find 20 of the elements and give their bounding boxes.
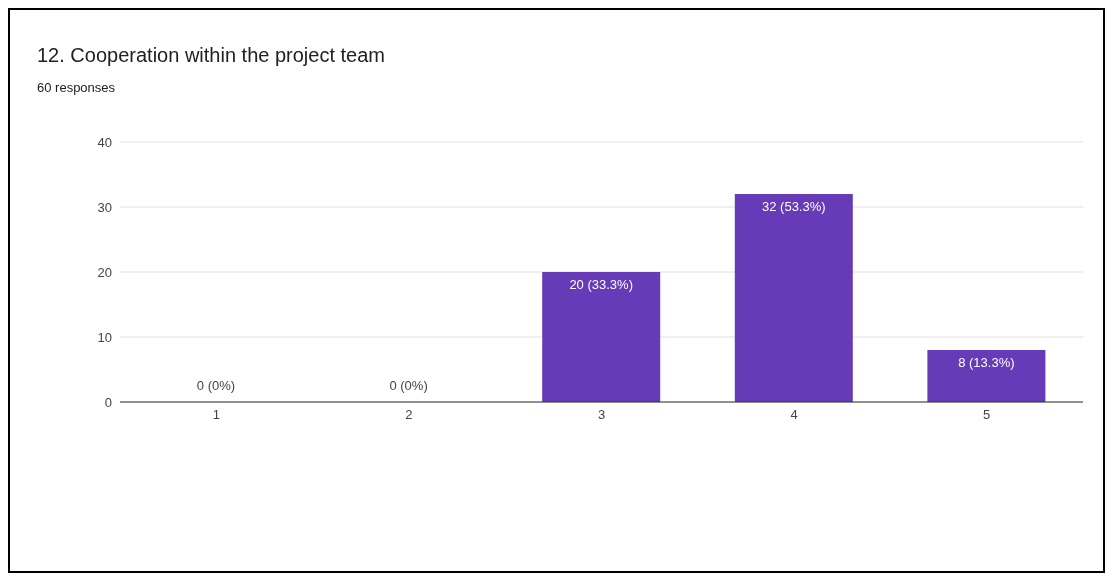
chart-title: 12. Cooperation within the project team xyxy=(37,44,385,67)
y-tick-label: 0 xyxy=(104,394,112,410)
bar xyxy=(927,350,1046,402)
chart-subtitle: 60 responses xyxy=(37,80,116,95)
y-tick-label: 30 xyxy=(97,199,112,215)
x-tick-label: 3 xyxy=(597,407,606,423)
y-tick-label: 10 xyxy=(97,329,112,345)
data-label: 8 (13.3%) xyxy=(958,355,1015,370)
x-tick-label: 2 xyxy=(405,407,413,423)
y-tick-label: 40 xyxy=(97,134,112,150)
x-tick-label: 5 xyxy=(983,407,991,423)
data-label: 20 (33.3%) xyxy=(569,277,633,292)
x-tick-label: 1 xyxy=(212,407,220,423)
data-label: 0 (0%) xyxy=(389,378,428,393)
data-label: 0 (0%) xyxy=(196,378,236,393)
bar xyxy=(542,272,661,402)
x-tick-label: 4 xyxy=(790,407,798,423)
data-label: 32 (53.3%) xyxy=(762,199,826,214)
bar xyxy=(734,194,853,402)
y-tick-label: 20 xyxy=(97,264,112,280)
